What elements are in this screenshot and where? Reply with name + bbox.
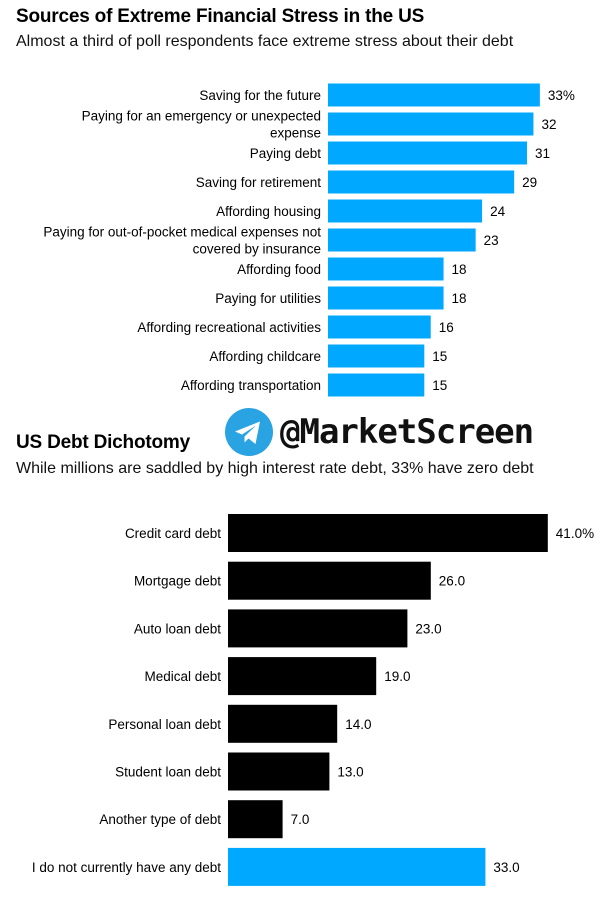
chart1-category-label-4: Affording housing xyxy=(216,204,321,219)
chart1-category-label-line: Affording childcare xyxy=(209,349,321,364)
chart2-category-label-line: Medical debt xyxy=(144,669,221,684)
chart1-category-label-7: Paying for utilities xyxy=(215,291,321,306)
chart1-category-label-line: Saving for the future xyxy=(199,88,321,103)
chart2-category-label-0: Credit card debt xyxy=(125,526,221,541)
chart2-category-label-3: Medical debt xyxy=(144,669,221,684)
chart2-subtitle: While millions are saddled by high inter… xyxy=(16,460,534,477)
watermark-text: @MarketScreen xyxy=(280,412,534,452)
chart2-value-label-2: 23.0 xyxy=(415,621,441,636)
chart1-value-label-1: 32 xyxy=(541,117,556,132)
chart1-category-label-5: Paying for out-of-pocket medical expense… xyxy=(43,225,321,257)
chart2-category-label-5: Student loan debt xyxy=(115,765,221,780)
chart1-subtitle: Almost a third of poll respondents face … xyxy=(16,33,514,50)
chart1-value-label-7: 18 xyxy=(452,291,467,306)
chart1-category-label-3: Saving for retirement xyxy=(196,175,322,190)
chart1-title: Sources of Extreme Financial Stress in t… xyxy=(16,6,425,27)
chart1-category-label-line: Paying for an emergency or unexpected xyxy=(82,109,321,124)
chart1-category-label-line: Saving for retirement xyxy=(196,175,322,190)
chart1-category-label-line: Affording housing xyxy=(216,204,321,219)
chart2-value-label-3: 19.0 xyxy=(384,669,410,684)
chart2-category-label-4: Personal loan debt xyxy=(108,717,221,732)
chart1-category-label-2: Paying debt xyxy=(250,146,322,161)
chart1-bar-6 xyxy=(328,257,444,281)
chart2-bar-1 xyxy=(228,561,431,600)
chart2-bar-3 xyxy=(228,657,377,696)
chart1-value-label-4: 24 xyxy=(490,204,506,219)
chart2-category-label-line: Another type of debt xyxy=(99,812,221,827)
chart1-bar-7 xyxy=(328,286,444,310)
chart1-value-label-8: 16 xyxy=(439,320,454,335)
chart2-category-label-line: I do not currently have any debt xyxy=(32,860,221,875)
chart1-bar-3 xyxy=(328,170,515,194)
chart2-category-label-line: Credit card debt xyxy=(125,526,221,541)
chart1-bar-2 xyxy=(328,141,528,165)
chart1-value-label-5: 23 xyxy=(484,233,499,248)
chart2-bar-6 xyxy=(228,800,283,839)
chart2-value-label-4: 14.0 xyxy=(345,717,371,732)
watermark: @MarketScreen xyxy=(224,406,534,458)
chart2-bar-5 xyxy=(228,752,330,791)
chart2-bar-0 xyxy=(228,514,548,552)
chart2-value-label-7: 33.0 xyxy=(493,860,519,875)
chart1-value-label-6: 18 xyxy=(452,262,467,277)
chart1-value-label-2: 31 xyxy=(535,146,550,161)
chart2-category-label-1: Mortgage debt xyxy=(134,574,221,589)
chart1-bar-10 xyxy=(328,373,425,397)
chart1-category-label-line: expense xyxy=(270,126,321,141)
chart1-bar-9 xyxy=(328,344,425,368)
chart1-category-label-line: covered by insurance xyxy=(193,242,321,257)
chart1-category-label-line: Affording food xyxy=(237,262,321,277)
chart2-category-label-line: Mortgage debt xyxy=(134,574,221,589)
chart1-value-label-9: 15 xyxy=(432,349,447,364)
chart2-category-label-2: Auto loan debt xyxy=(134,621,221,636)
chart2-value-label-0: 41.0% xyxy=(556,526,594,541)
chart2-bar-4 xyxy=(228,704,338,743)
chart2-category-label-line: Personal loan debt xyxy=(108,717,221,732)
chart1-category-label-line: Paying for utilities xyxy=(215,291,321,306)
chart1-category-label-line: Paying for out-of-pocket medical expense… xyxy=(43,225,321,240)
chart1-category-label-line: Affording recreational activities xyxy=(137,320,321,335)
chart2-category-label-7: I do not currently have any debt xyxy=(32,860,221,875)
chart1-value-label-0: 33% xyxy=(548,88,575,103)
chart1-category-label-1: Paying for an emergency or unexpected exp… xyxy=(82,109,321,141)
chart1-bar-8 xyxy=(328,315,431,339)
chart1-value-label-10: 15 xyxy=(432,378,447,393)
telegram-icon xyxy=(225,408,273,456)
chart1-bar-0 xyxy=(328,83,540,107)
chart1-value-label-3: 29 xyxy=(522,175,537,190)
chart2-category-label-6: Another type of debt xyxy=(99,812,221,827)
chart2-category-label-line: Auto loan debt xyxy=(134,621,221,636)
chart2-value-label-5: 13.0 xyxy=(337,765,363,780)
chart1-category-label-0: Saving for the future xyxy=(199,88,321,103)
chart1-category-label-8: Affording recreational activities xyxy=(137,320,321,335)
chart1-bar-4 xyxy=(328,199,483,223)
chart2-value-label-6: 7.0 xyxy=(291,812,310,827)
chart2-category-label-line: Student loan debt xyxy=(115,765,221,780)
chart1-bar-1 xyxy=(328,112,534,136)
chart2-title: US Debt Dichotomy xyxy=(16,432,190,453)
chart2-value-label-1: 26.0 xyxy=(439,574,465,589)
chart2-bar-2 xyxy=(228,609,408,648)
chart1-category-label-line: Paying debt xyxy=(250,146,322,161)
chart1-category-label-10: Affording transportation xyxy=(181,378,321,393)
chart1-category-label-6: Affording food xyxy=(237,262,321,277)
chart2-bar-7 xyxy=(228,847,486,886)
chart1-category-label-9: Affording childcare xyxy=(209,349,321,364)
chart1-category-label-line: Affording transportation xyxy=(181,378,321,393)
chart1-bar-5 xyxy=(328,228,476,252)
